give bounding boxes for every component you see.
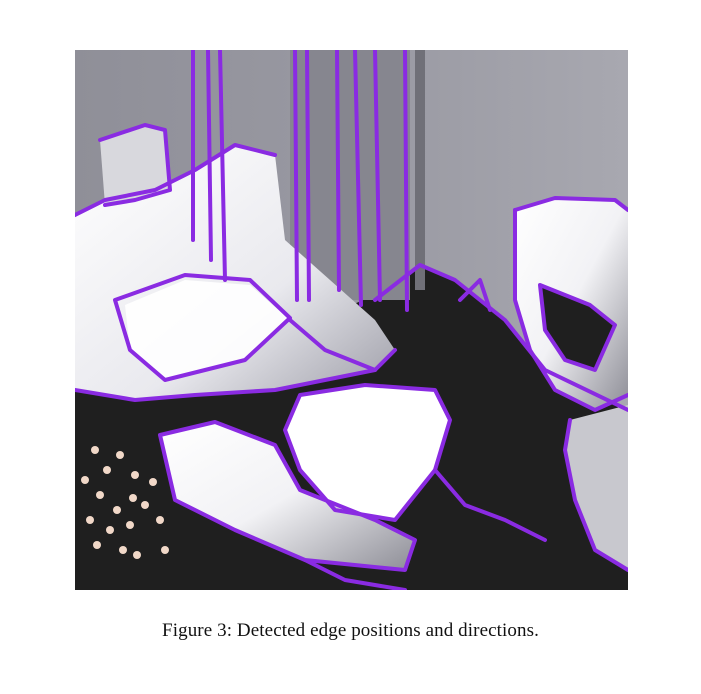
figure-image — [75, 50, 628, 590]
center-table — [285, 385, 450, 520]
edge-detection-render — [75, 50, 628, 590]
front-chair — [160, 422, 415, 570]
sofa-back — [100, 125, 170, 205]
point-cluster — [81, 446, 169, 559]
right-chair-base — [565, 405, 628, 570]
detected-edges — [75, 50, 628, 590]
figure-caption: Figure 3: Detected edge positions and di… — [162, 620, 539, 641]
